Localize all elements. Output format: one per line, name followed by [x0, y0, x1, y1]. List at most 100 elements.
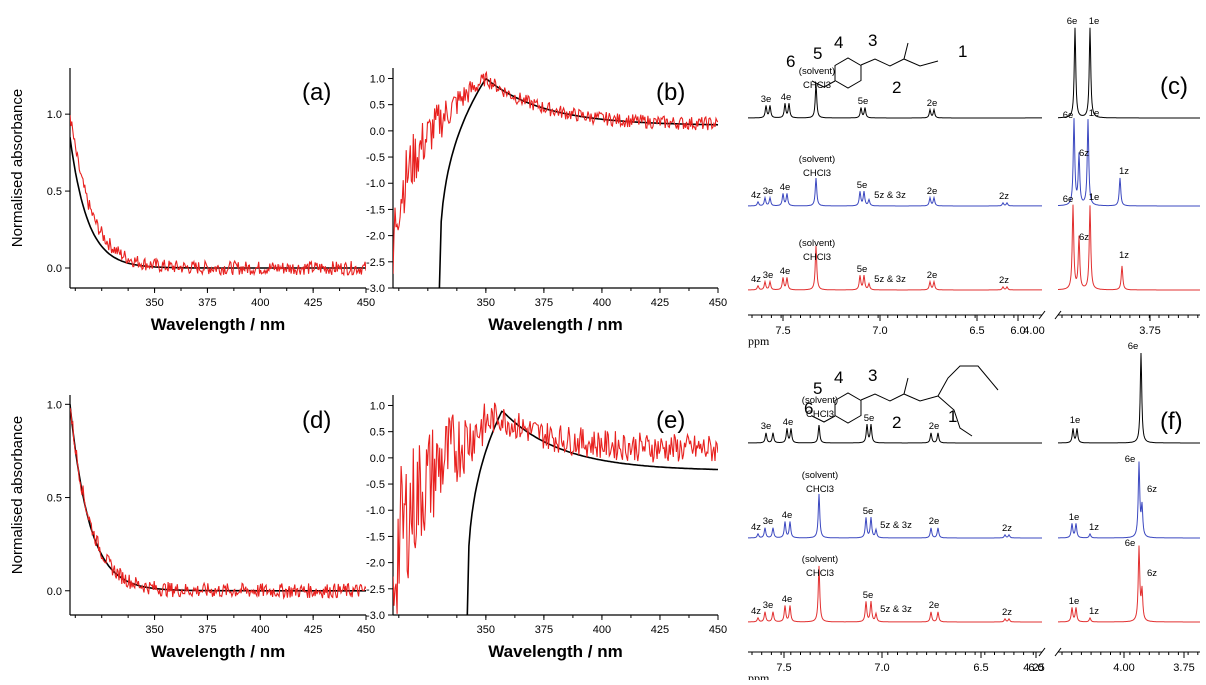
ppm-tick-label: 3.75: [1139, 325, 1160, 337]
axis-break-mark: [1038, 647, 1046, 657]
nmr-peak-label: 6e: [1063, 110, 1074, 121]
nmr-peak-label: 4z: [751, 190, 761, 201]
nmr-peak-label: 1e: [1089, 108, 1100, 119]
nmr-peak-label: 2e: [929, 421, 940, 432]
nmr-trace-2-1: [1058, 545, 1200, 623]
structure-number: 1: [958, 42, 967, 61]
y-tick-label: 0.5: [47, 493, 62, 505]
x-tick-label: 450: [709, 297, 727, 309]
methoxy-bond: [811, 80, 836, 88]
nmr-trace-2-1: [1058, 204, 1200, 291]
nmr-peak-label: CHCl3: [806, 409, 834, 420]
nmr-peak-label: 3e: [761, 421, 772, 432]
y-tick-label: -2.5: [366, 584, 385, 596]
nmr-peak-label: 4e: [783, 417, 794, 428]
nmr-trace-2-0: [748, 565, 1042, 623]
nmr-peak-label: (solvent): [799, 238, 835, 249]
nmr-peak-label: 2e: [927, 270, 938, 281]
nmr-peak-label: 5z & 3z: [880, 520, 912, 531]
x-tick-label: 375: [198, 297, 216, 309]
nmr-peak-label: 6z: [1079, 148, 1089, 159]
x-tick-label: 400: [593, 624, 611, 636]
uv-panel-b: 350 375 400 425 450 1.0 0.5 0.0 -0.5 -1.0 -1.5 -2.0…: [366, 68, 727, 334]
nmr-peak-label: 5z & 3z: [880, 604, 912, 615]
x-tick-label: 425: [304, 297, 322, 309]
y-tick-label: 1.0: [370, 73, 385, 85]
nmr-peak-label: (solvent): [802, 554, 838, 565]
structure-number: 4: [834, 368, 843, 387]
panel-label: (c): [1160, 73, 1188, 100]
nmr-peak-label: 1e: [1089, 192, 1100, 203]
benzene-ring: [834, 57, 862, 89]
x-tick-label: 400: [251, 297, 269, 309]
benzene-ring: [834, 392, 862, 424]
x-tick-label: 450: [709, 624, 727, 636]
nmr-peak-label: 1e: [1069, 512, 1080, 523]
methoxy-bond: [811, 415, 836, 423]
nmr-peak-label: 5e: [863, 590, 874, 601]
nmr-peak-label: CHCl3: [806, 568, 834, 579]
nmr-peak-label: 3e: [761, 94, 772, 105]
nmr-peak-label: CHCl3: [806, 484, 834, 495]
y-tick-label: -1.5: [366, 531, 385, 543]
x-axis-title: Wavelength / nm: [488, 315, 622, 334]
nmr-peak-label: (solvent): [799, 154, 835, 165]
structure-number: 2: [892, 413, 901, 432]
nmr-trace-1-1: [1058, 118, 1200, 207]
nmr-peak-label: 4e: [780, 266, 791, 277]
nmr-peak-label: 2z: [1002, 523, 1012, 534]
ppm-tick-label: 3.75: [1173, 662, 1194, 674]
x-tick-label: 400: [251, 624, 269, 636]
structure-number: 3: [868, 366, 877, 385]
panel-label: (e): [656, 407, 685, 434]
nmr-trace-1-1: [1058, 461, 1200, 539]
panel-label: (a): [302, 79, 331, 106]
x-tick-label: 450: [357, 297, 375, 309]
uv-panel-a: 350 375 400 425 450 0.0 0.5 1.0 Wavelength / nm N…: [9, 68, 375, 334]
structure-number: 4: [834, 33, 843, 52]
x-tick-label: 425: [651, 297, 669, 309]
nmr-peak-label: 4z: [751, 274, 761, 285]
x-tick-label: 350: [145, 624, 163, 636]
panel-label: (f): [1160, 408, 1183, 435]
nmr-peak-label: 1e: [1089, 16, 1100, 27]
nmr-peak-label: CHCl3: [803, 80, 831, 91]
chain-bonds: [860, 42, 909, 67]
y-tick-label: 0.0: [47, 586, 62, 598]
nmr-trace-0-1: [1058, 27, 1200, 119]
y-tick-label: 0.0: [370, 126, 385, 138]
ppm-axis-unit: ppm: [748, 334, 770, 348]
y-tick-label: -0.5: [366, 479, 385, 491]
structure-number: 5: [813, 44, 822, 63]
ester-bonds: [903, 393, 939, 402]
nmr-trace-1-0: [748, 177, 1042, 207]
y-tick-label: 0.0: [370, 453, 385, 465]
nmr-peak-label: 2e: [929, 600, 940, 611]
series-line-1: [70, 407, 366, 600]
nmr-trace-1-0: [748, 493, 1042, 539]
chain-bonds: [860, 377, 909, 402]
x-tick-label: 425: [304, 624, 322, 636]
nmr-peak-label: (solvent): [802, 395, 838, 406]
x-tick-label: 375: [535, 624, 553, 636]
nmr-peak-label: 6e: [1063, 194, 1074, 205]
ppm-tick-label: 7.5: [776, 662, 791, 674]
y-tick-label: -2.0: [366, 231, 385, 243]
panel-label: (b): [656, 79, 685, 106]
nmr-peak-label: 5z & 3z: [874, 274, 906, 285]
structure-number: 6: [804, 399, 813, 418]
y-tick-label: 1.0: [47, 109, 62, 121]
nmr-peak-label: 6z: [1147, 568, 1157, 579]
nmr-peak-label: 2e: [929, 516, 940, 527]
y-tick-label: 1.0: [370, 400, 385, 412]
nmr-peak-label: 4e: [782, 594, 793, 605]
x-axis-title: Wavelength / nm: [488, 642, 622, 661]
nmr-peak-label: 2z: [1002, 607, 1012, 618]
series-line-0: [70, 137, 366, 269]
nmr-peak-label: 6z: [1147, 484, 1157, 495]
ppm-tick-label: 6.0: [1028, 662, 1043, 674]
nmr-peak-label: 4e: [781, 92, 792, 103]
y-tick-label: 1.0: [47, 399, 62, 411]
ppm-tick-label: 7.0: [874, 662, 889, 674]
